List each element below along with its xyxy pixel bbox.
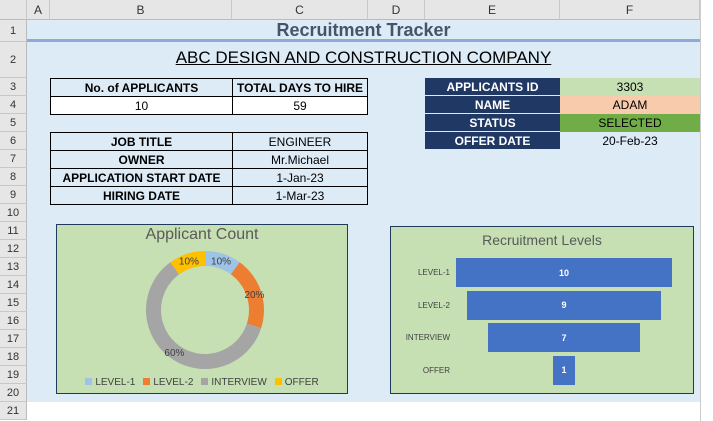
applicant-value[interactable]: SELECTED [560, 114, 700, 132]
row-header[interactable]: 6 [0, 132, 27, 150]
donut-slice-level-1[interactable] [205, 251, 240, 275]
slice-label: 10% [179, 257, 199, 268]
job-label: JOB TITLE [50, 132, 233, 151]
row-header[interactable]: 3 [0, 78, 27, 96]
job-label: OWNER [50, 150, 233, 169]
column-header[interactable]: B [50, 0, 232, 20]
applicant-value[interactable]: ADAM [560, 96, 700, 114]
legend-swatch [201, 378, 209, 385]
legend-item: LEVEL-2 [143, 377, 193, 388]
row-header[interactable]: 13 [0, 258, 27, 276]
row-header[interactable]: 5 [0, 114, 27, 132]
select-all-corner[interactable] [0, 0, 27, 20]
title-underline [27, 39, 700, 42]
legend-label: LEVEL-2 [153, 377, 194, 388]
legend-label: INTERVIEW [211, 377, 267, 388]
funnel-bar[interactable]: 9 [466, 290, 662, 320]
row-header[interactable]: 20 [0, 384, 27, 402]
legend-item: INTERVIEW [201, 377, 267, 388]
column-header[interactable]: D [368, 0, 425, 20]
legend-label: LEVEL-1 [95, 377, 136, 388]
chart-legend: LEVEL-1 LEVEL-2 INTERVIEW OFFER [56, 377, 348, 388]
applicants-header: No. of APPLICANTS [50, 78, 233, 97]
row-header[interactable]: 15 [0, 294, 27, 312]
row-header[interactable]: 17 [0, 330, 27, 348]
chart-title: Applicant Count [145, 226, 259, 243]
column-header[interactable]: A [27, 0, 50, 20]
row-header[interactable]: 2 [0, 42, 27, 78]
job-value[interactable]: 1-Mar-23 [232, 186, 368, 205]
donut-slice-offer[interactable] [170, 251, 205, 275]
job-value[interactable]: ENGINEER [232, 132, 368, 151]
applicant-label: OFFER DATE [425, 132, 560, 150]
funnel-bar[interactable]: 1 [553, 355, 575, 385]
legend-swatch [85, 378, 93, 385]
applicant-value[interactable]: 3303 [560, 78, 700, 96]
column-header[interactable]: C [232, 0, 368, 20]
legend-swatch [143, 378, 151, 385]
applicant-label: STATUS [425, 114, 560, 132]
funnel-category: LEVEL-2 [417, 300, 450, 310]
applicant-value[interactable]: 20-Feb-23 [560, 132, 700, 150]
row-header[interactable]: 14 [0, 276, 27, 294]
slice-label: 20% [244, 290, 264, 301]
funnel-bar[interactable]: 7 [488, 323, 640, 352]
row-header[interactable]: 8 [0, 168, 27, 186]
legend-label: OFFER [284, 377, 319, 388]
row-header[interactable]: 18 [0, 348, 27, 366]
funnel-bar[interactable]: 10 [456, 258, 672, 287]
row-header[interactable]: 19 [0, 366, 27, 384]
row-header[interactable]: 1 [0, 20, 27, 42]
row-header[interactable]: 10 [0, 204, 27, 222]
funnel-category: LEVEL-1 [417, 268, 450, 277]
applicants-value[interactable]: 10 [50, 96, 233, 115]
applicant-label: APPLICANTS ID [425, 78, 560, 96]
row-header[interactable]: 16 [0, 312, 27, 330]
row-header[interactable]: 7 [0, 150, 27, 168]
column-header[interactable]: E [425, 0, 560, 20]
scrollbar[interactable] [700, 0, 713, 421]
chart-title: Recruitment Levels [482, 232, 602, 248]
slice-label: 10% [211, 257, 231, 268]
slice-label: 60% [164, 348, 184, 359]
donut-slice-interview[interactable] [146, 262, 262, 369]
row-header[interactable]: 21 [0, 402, 27, 420]
row-header[interactable]: 11 [0, 222, 27, 240]
column-header[interactable]: F [560, 0, 700, 20]
legend-swatch [274, 378, 282, 385]
job-label: HIRING DATE [50, 186, 233, 205]
row-header[interactable]: 4 [0, 96, 27, 114]
applicant-label: NAME [425, 96, 560, 114]
job-value[interactable]: 1-Jan-23 [232, 168, 368, 187]
legend-item: OFFER [274, 377, 319, 388]
donut-svg: 10% 20% 60% 10% [146, 251, 265, 369]
days-header: TOTAL DAYS TO HIRE [232, 78, 368, 97]
funnel-category: INTERVIEW [405, 333, 450, 342]
job-label: APPLICATION START DATE [50, 168, 233, 187]
row-header[interactable]: 9 [0, 186, 27, 204]
job-value[interactable]: Mr.Michael [232, 150, 368, 169]
days-value[interactable]: 59 [232, 96, 368, 115]
funnel-category: OFFER [422, 365, 450, 375]
donut-slice-level-2[interactable] [230, 262, 264, 329]
legend-item: LEVEL-1 [85, 377, 135, 388]
page-title: Recruitment Tracker [276, 20, 451, 40]
company-name: ABC DESIGN AND CONSTRUCTION COMPANY [175, 48, 552, 67]
row-header[interactable]: 12 [0, 240, 27, 258]
